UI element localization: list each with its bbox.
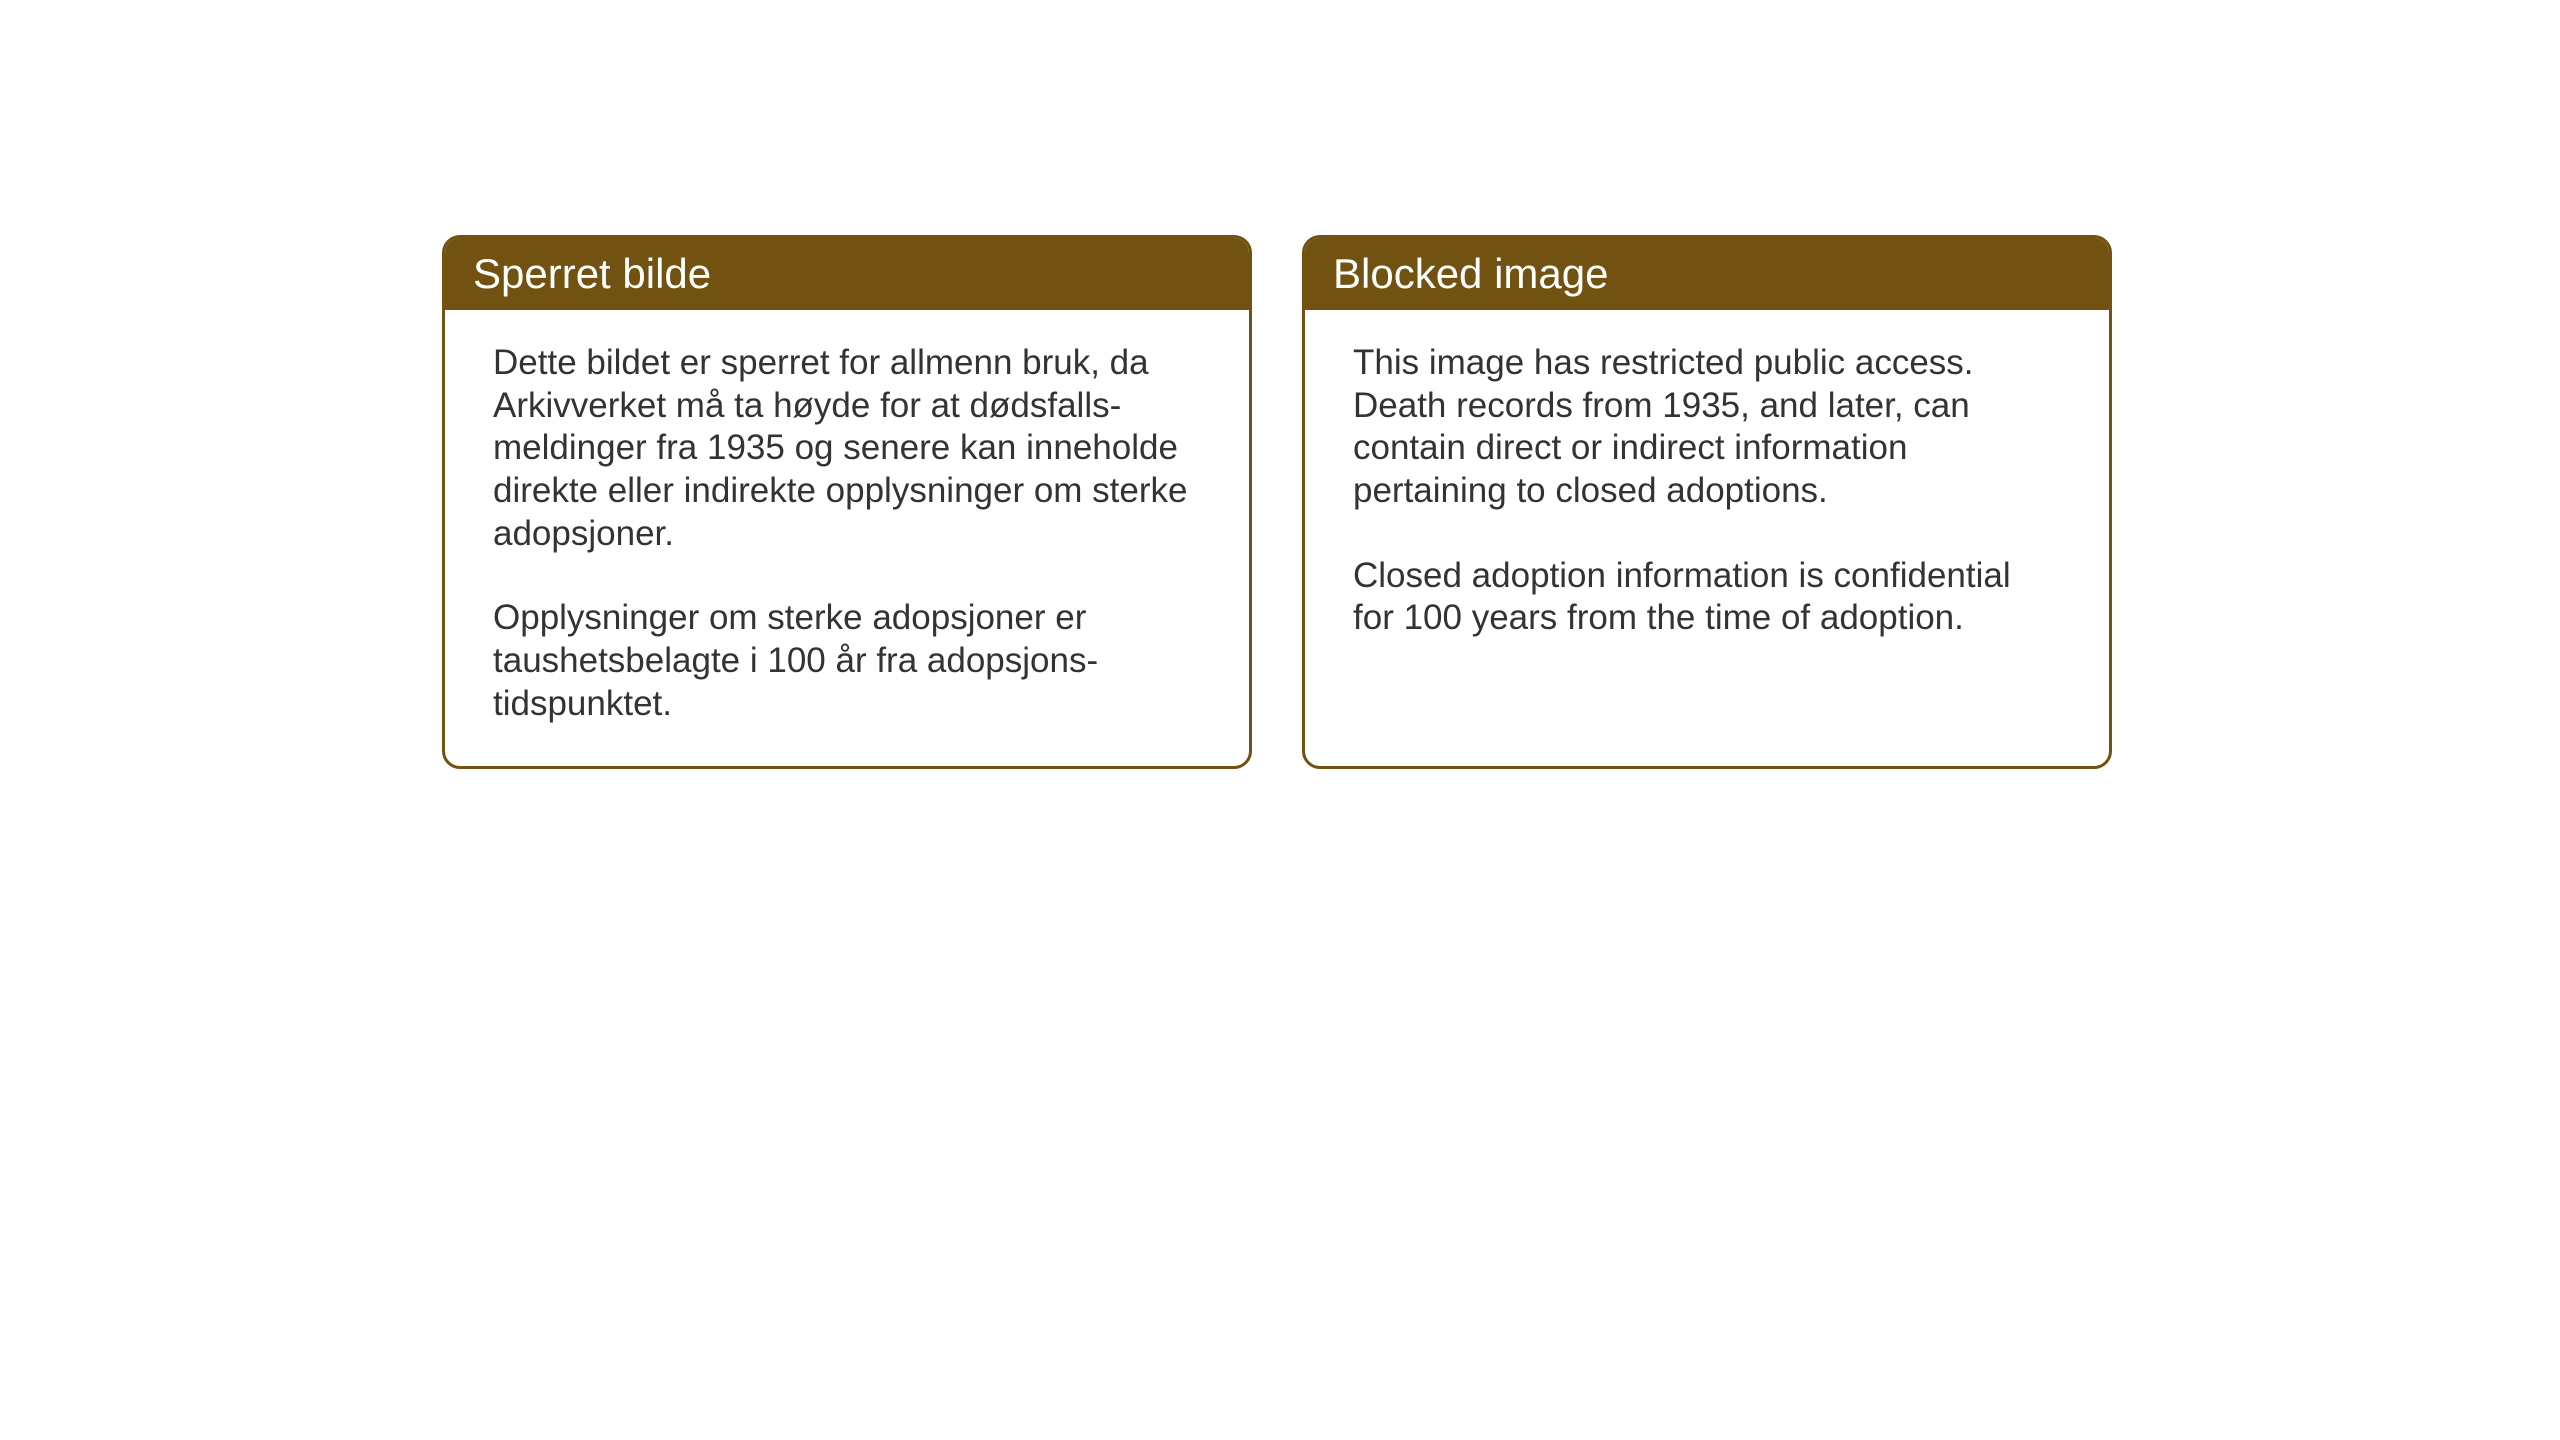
card-norwegian-body: Dette bildet er sperret for allmenn bruk… [445, 310, 1249, 766]
card-norwegian-title: Sperret bilde [473, 250, 711, 297]
card-norwegian: Sperret bilde Dette bildet er sperret fo… [442, 235, 1252, 769]
card-english-header: Blocked image [1305, 238, 2109, 310]
cards-container: Sperret bilde Dette bildet er sperret fo… [442, 235, 2560, 769]
card-norwegian-paragraph-1: Dette bildet er sperret for allmenn bruk… [493, 342, 1201, 555]
card-english-title: Blocked image [1333, 250, 1608, 297]
card-norwegian-header: Sperret bilde [445, 238, 1249, 310]
card-english-paragraph-2: Closed adoption information is confident… [1353, 555, 2061, 640]
card-english: Blocked image This image has restricted … [1302, 235, 2112, 769]
card-english-body: This image has restricted public access.… [1305, 310, 2109, 680]
card-norwegian-paragraph-2: Opplysninger om sterke adopsjoner er tau… [493, 597, 1201, 725]
card-english-paragraph-1: This image has restricted public access.… [1353, 342, 2061, 513]
